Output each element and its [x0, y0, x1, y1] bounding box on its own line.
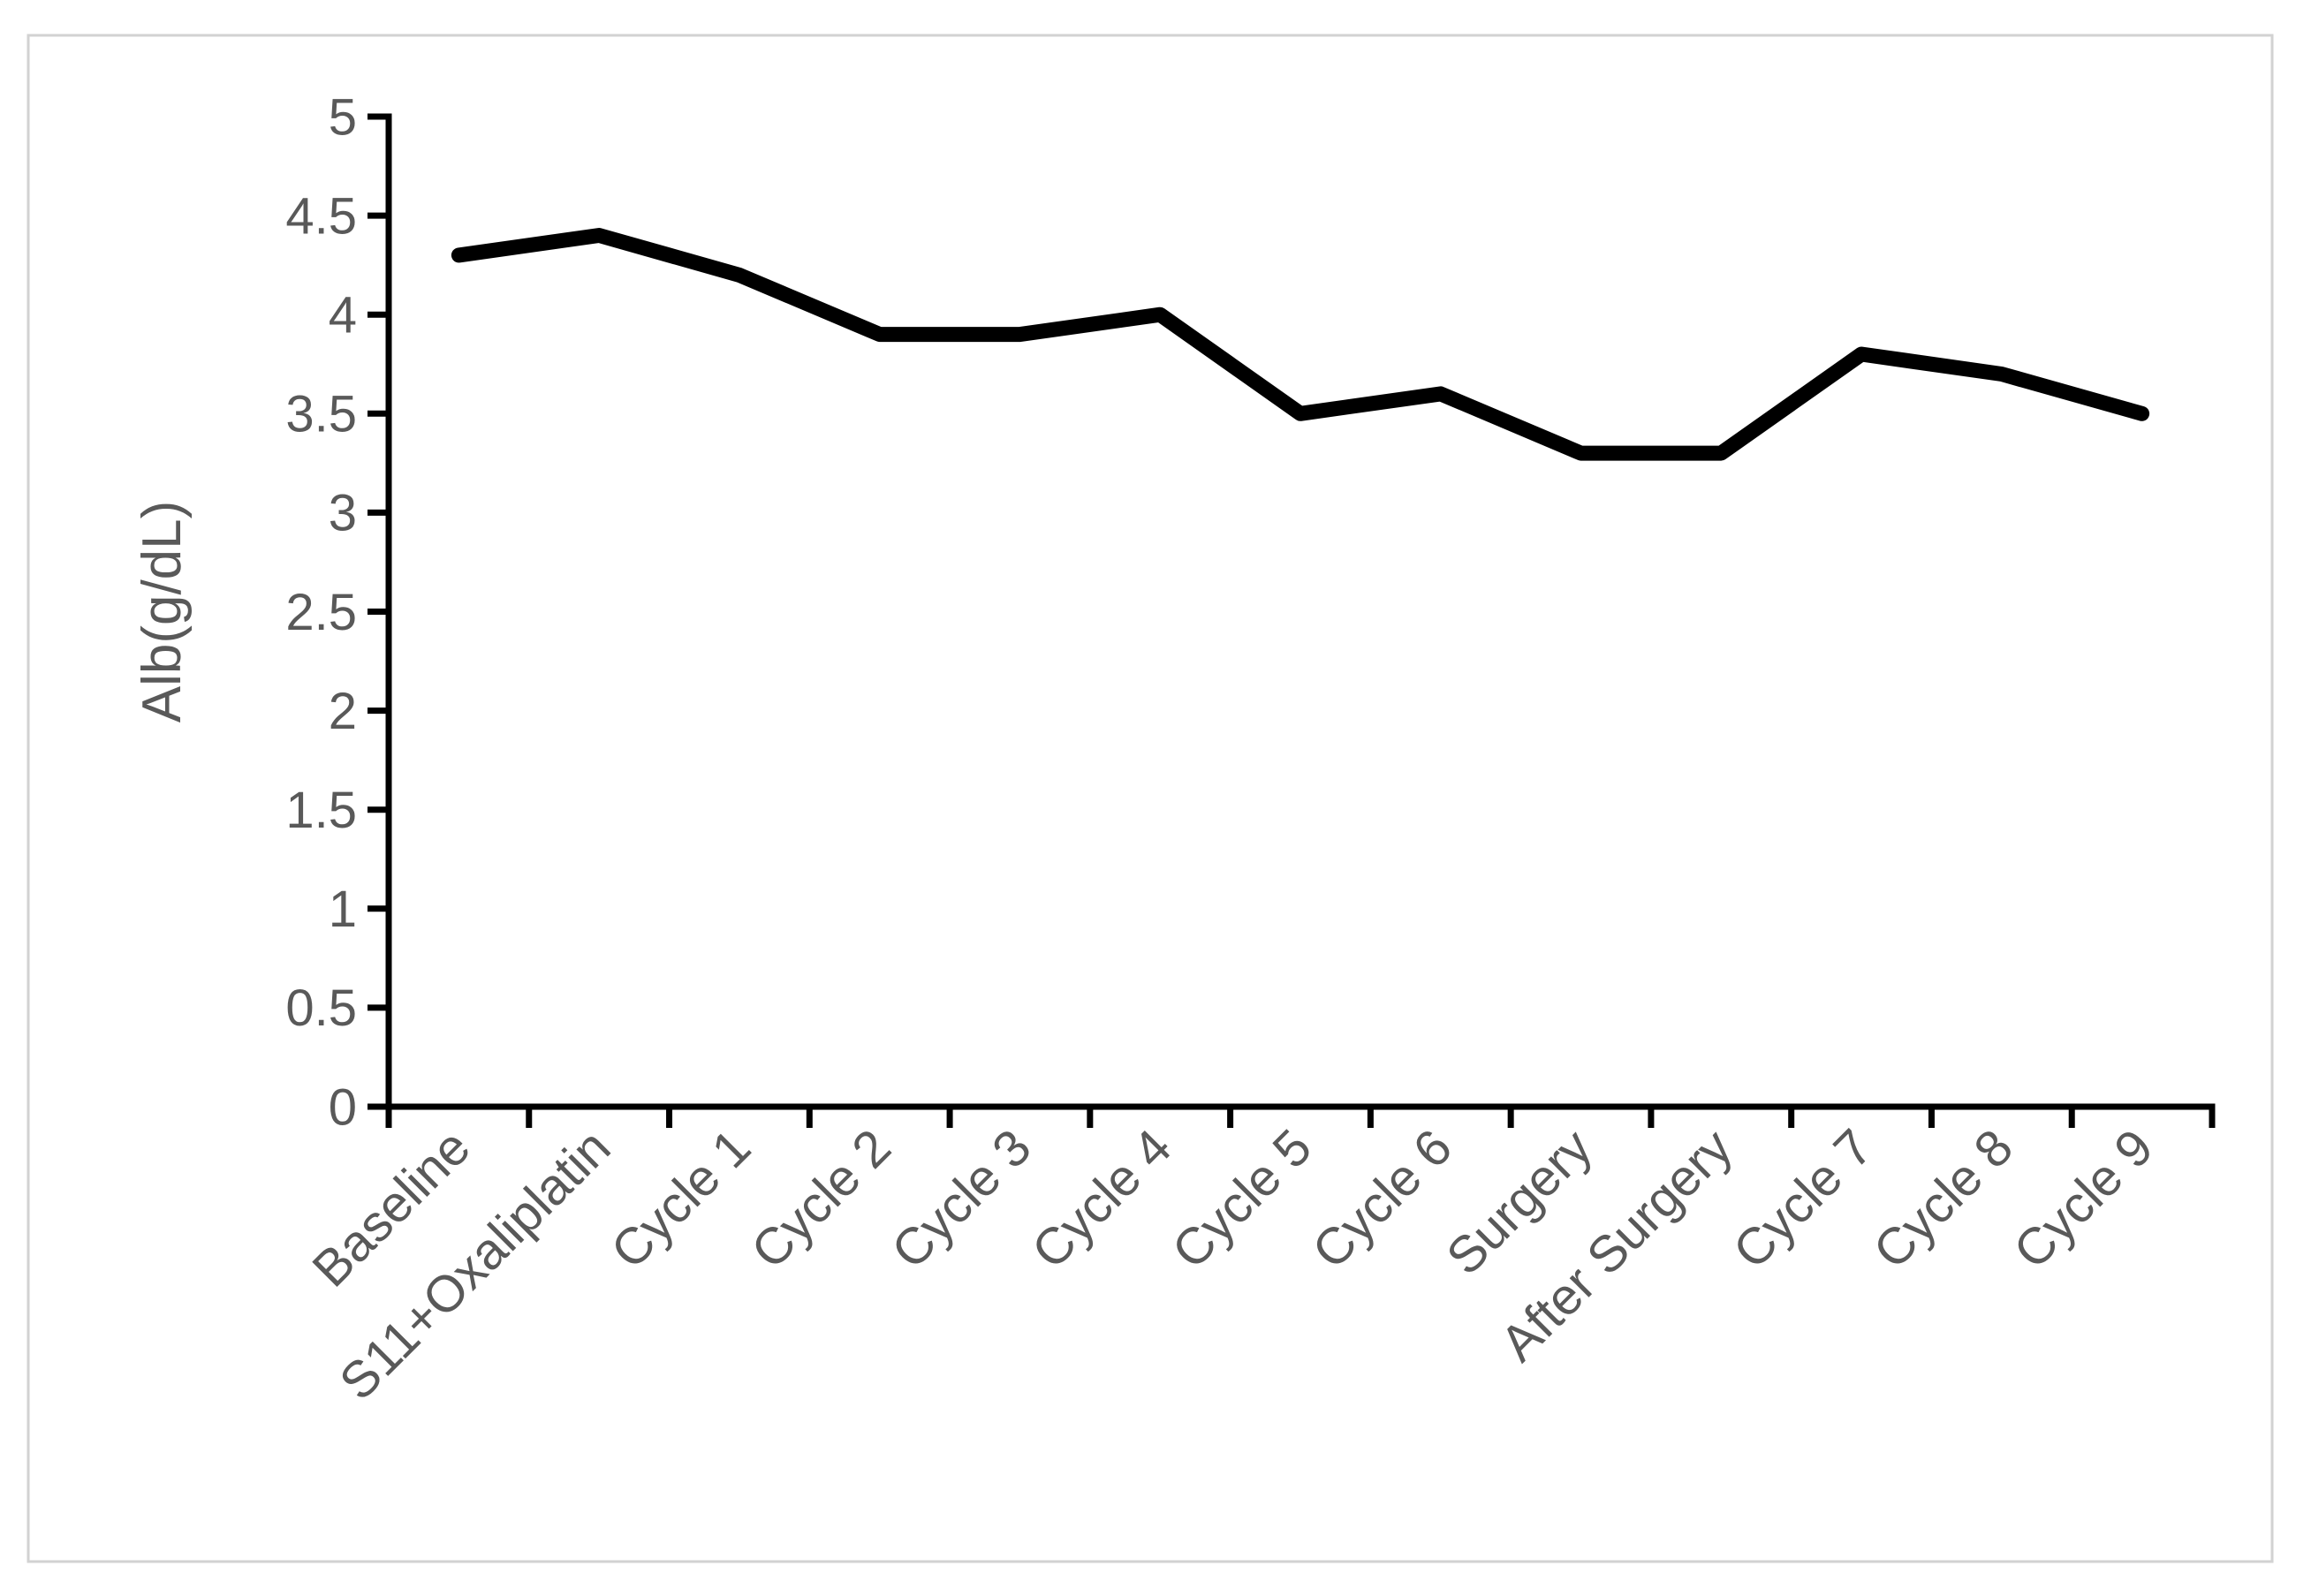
y-axis-tick-label: 2: [329, 683, 357, 740]
y-axis-tick-label: 0: [329, 1078, 357, 1136]
x-axis-category-label: Cycle 8: [1862, 1118, 2024, 1280]
y-axis-tick-label: 2.5: [285, 584, 357, 641]
y-axis-tick-label: 1.5: [285, 782, 357, 839]
albumin-series-line: [451, 228, 2150, 461]
x-axis-category-label: Cycle 9: [2003, 1118, 2164, 1280]
x-axis-category-label: Cycle 2: [740, 1118, 902, 1280]
x-axis-category-label: Cycle 3: [881, 1118, 1042, 1280]
x-axis-category-label: Cycle 1: [600, 1118, 761, 1280]
y-axis-tick-label: 3: [329, 485, 357, 542]
y-axis-tick-label: 4: [329, 287, 357, 344]
y-axis-tick-label: 1: [329, 881, 357, 938]
y-axis-tick-label: 4.5: [285, 187, 357, 245]
figure-frame-border: [27, 34, 2274, 1563]
x-axis-category-label: Cycle 7: [1723, 1118, 1884, 1280]
x-axis-category-label: Cycle 5: [1161, 1118, 1322, 1280]
y-axis-title: Alb(g/dL): [132, 501, 193, 723]
y-axis-tick-label: 0.5: [285, 980, 357, 1037]
y-axis-tick-label: 5: [329, 88, 357, 146]
y-axis-tick-label: 3.5: [285, 386, 357, 443]
x-axis-category-label: Cycle 4: [1021, 1118, 1183, 1280]
x-axis-category-label: Cycle 6: [1301, 1118, 1463, 1280]
